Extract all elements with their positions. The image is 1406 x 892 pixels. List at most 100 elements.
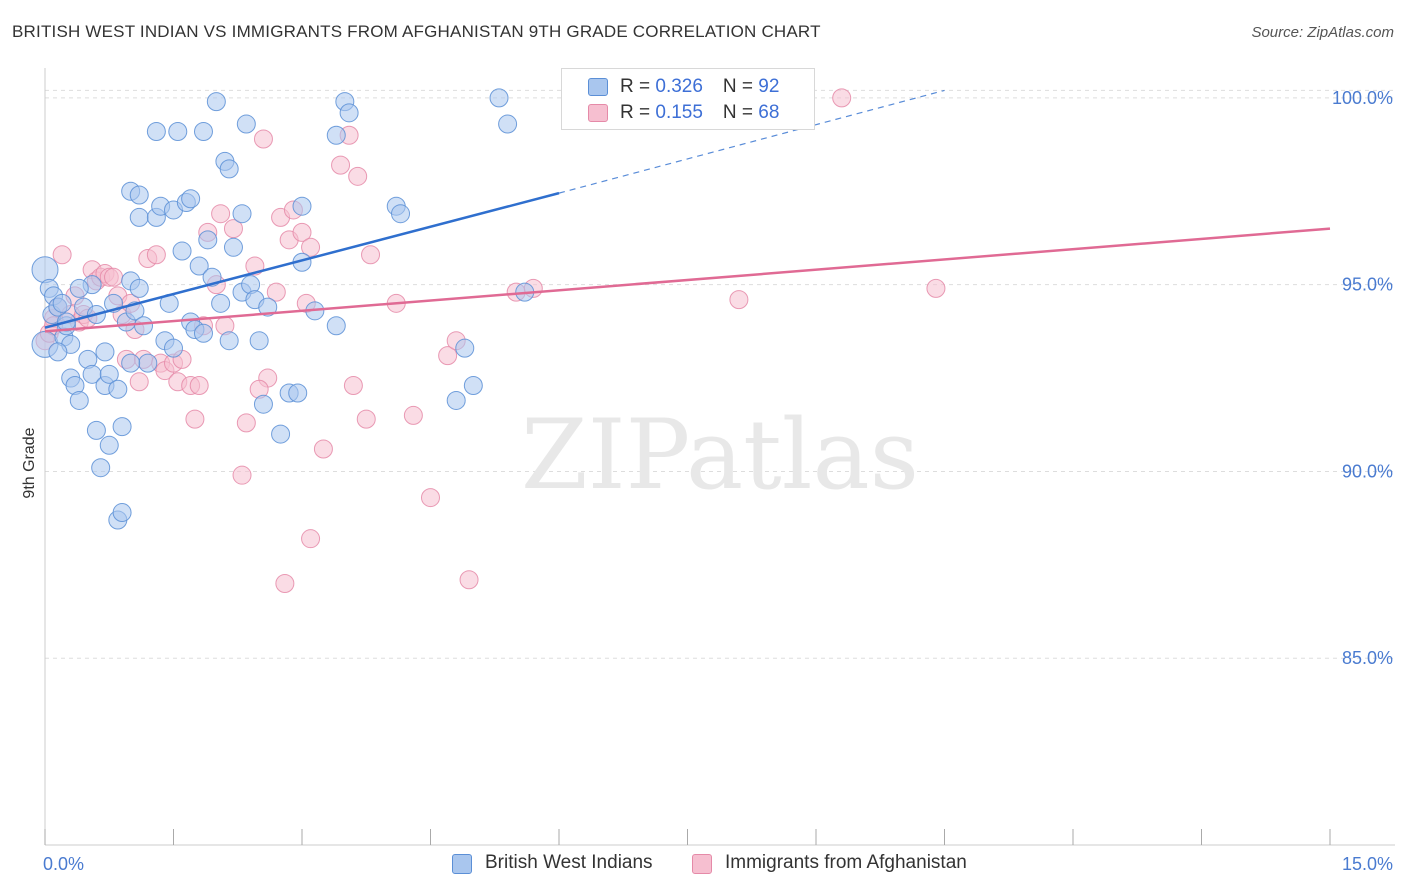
- trend-line-immigrants-from-afghanistan: [44, 227, 1331, 333]
- legend-n-value: 68: [758, 102, 780, 123]
- legend-n-label: N =: [722, 76, 759, 97]
- y-tick-label: 85.0%: [1342, 648, 1393, 668]
- point-british-west-indians: [168, 122, 188, 142]
- point-immigrants-from-afghanistan: [356, 409, 376, 429]
- point-british-west-indians: [69, 278, 89, 298]
- y-tick-label: 95.0%: [1342, 275, 1393, 295]
- legend-r-value: 0.155: [655, 102, 703, 123]
- trend-line-extension-british-west-indians: [558, 89, 945, 194]
- point-british-west-indians: [236, 114, 256, 134]
- point-british-west-indians: [232, 204, 252, 224]
- point-british-west-indians: [219, 159, 239, 179]
- point-immigrants-from-afghanistan: [253, 129, 273, 149]
- point-immigrants-from-afghanistan: [438, 346, 458, 366]
- point-immigrants-from-afghanistan: [104, 267, 124, 287]
- trend-line-british-west-indians: [44, 191, 560, 329]
- point-british-west-indians: [48, 342, 68, 362]
- point-immigrants-from-afghanistan: [275, 574, 295, 594]
- point-british-west-indians: [258, 297, 278, 317]
- point-british-west-indians: [193, 122, 213, 142]
- point-british-west-indians: [292, 196, 312, 216]
- point-british-west-indians: [69, 390, 89, 410]
- point-british-west-indians: [95, 342, 115, 362]
- legend-r-value: 0.326: [655, 76, 703, 97]
- x-tick-label: 0.0%: [43, 854, 84, 874]
- point-british-west-indians: [112, 503, 132, 523]
- point-immigrants-from-afghanistan: [459, 570, 479, 590]
- legend-swatch-pink: [692, 854, 712, 874]
- point-immigrants-from-afghanistan: [926, 278, 946, 298]
- point-british-west-indians: [339, 103, 359, 123]
- point-british-west-indians: [99, 435, 119, 455]
- point-immigrants-from-afghanistan: [232, 465, 252, 485]
- legend-swatch-blue: [452, 854, 472, 874]
- axis-layer: [44, 68, 1395, 846]
- point-british-west-indians: [463, 376, 483, 396]
- legend-n-value: 92: [758, 76, 780, 97]
- point-british-west-indians: [99, 364, 119, 384]
- point-british-west-indians: [91, 458, 111, 478]
- point-immigrants-from-afghanistan: [266, 282, 286, 302]
- point-immigrants-from-afghanistan: [146, 245, 166, 265]
- point-british-west-indians: [211, 293, 231, 313]
- point-british-west-indians: [112, 417, 132, 437]
- point-british-west-indians: [129, 185, 149, 205]
- point-british-west-indians: [52, 293, 72, 313]
- point-british-west-indians: [164, 338, 183, 358]
- legend-label: Immigrants from Afghanistan: [725, 852, 967, 873]
- point-british-west-indians: [326, 125, 346, 145]
- point-immigrants-from-afghanistan: [348, 166, 368, 186]
- point-immigrants-from-afghanistan: [236, 413, 256, 433]
- point-british-west-indians: [223, 237, 243, 257]
- grid-layer: [45, 89, 1395, 659]
- legend-label: British West Indians: [485, 852, 653, 873]
- point-immigrants-from-afghanistan: [331, 155, 351, 175]
- y-tick-label: 90.0%: [1342, 461, 1393, 481]
- point-british-west-indians: [146, 122, 166, 142]
- point-immigrants-from-afghanistan: [421, 488, 440, 508]
- legend-r-label: R =: [620, 76, 656, 97]
- point-british-west-indians: [391, 204, 411, 224]
- point-british-west-indians: [446, 390, 466, 410]
- source-label: Source: ZipAtlas.com: [1251, 24, 1394, 41]
- point-immigrants-from-afghanistan: [185, 409, 205, 429]
- y-axis-label: 9th Grade: [21, 427, 38, 498]
- point-immigrants-from-afghanistan: [403, 405, 423, 425]
- point-british-west-indians: [189, 256, 209, 276]
- point-british-west-indians: [121, 353, 141, 373]
- point-british-west-indians: [253, 394, 273, 414]
- trend-layer: [44, 89, 1331, 333]
- legend-swatch-pink: [588, 104, 608, 122]
- watermark: ZIPatlas: [521, 399, 919, 511]
- label-layer: 85.0% 90.0% 95.0% 100.0% 0.0% 15.0%: [43, 88, 1393, 874]
- point-british-west-indians: [129, 207, 149, 227]
- points-layer: [31, 88, 946, 594]
- point-british-west-indians: [181, 189, 201, 209]
- point-british-west-indians: [219, 331, 239, 351]
- point-british-west-indians: [138, 353, 158, 373]
- point-immigrants-from-afghanistan: [301, 529, 321, 549]
- point-british-west-indians: [271, 424, 291, 444]
- point-immigrants-from-afghanistan: [211, 204, 231, 224]
- point-british-west-indians: [498, 114, 518, 134]
- legend-n-label: N =: [722, 102, 759, 123]
- point-british-west-indians: [489, 88, 509, 108]
- point-british-west-indians: [455, 338, 475, 358]
- x-tick-label: 15.0%: [1342, 854, 1393, 874]
- point-british-west-indians: [288, 383, 308, 403]
- point-immigrants-from-afghanistan: [189, 376, 209, 396]
- point-immigrants-from-afghanistan: [361, 245, 381, 265]
- point-british-west-indians: [198, 230, 218, 250]
- point-british-west-indians: [86, 420, 106, 440]
- chart-title: BRITISH WEST INDIAN VS IMMIGRANTS FROM A…: [12, 22, 821, 41]
- point-immigrants-from-afghanistan: [301, 237, 321, 257]
- point-british-west-indians: [193, 323, 213, 343]
- point-immigrants-from-afghanistan: [343, 376, 363, 396]
- stats-legend: R = 0.326 N = 92 R = 0.155 N = 68: [561, 68, 815, 130]
- point-british-west-indians: [249, 331, 269, 351]
- point-immigrants-from-afghanistan: [729, 290, 749, 310]
- point-british-west-indians: [172, 241, 192, 261]
- point-immigrants-from-afghanistan: [129, 372, 149, 392]
- point-immigrants-from-afghanistan: [52, 245, 72, 265]
- point-immigrants-from-afghanistan: [292, 222, 312, 242]
